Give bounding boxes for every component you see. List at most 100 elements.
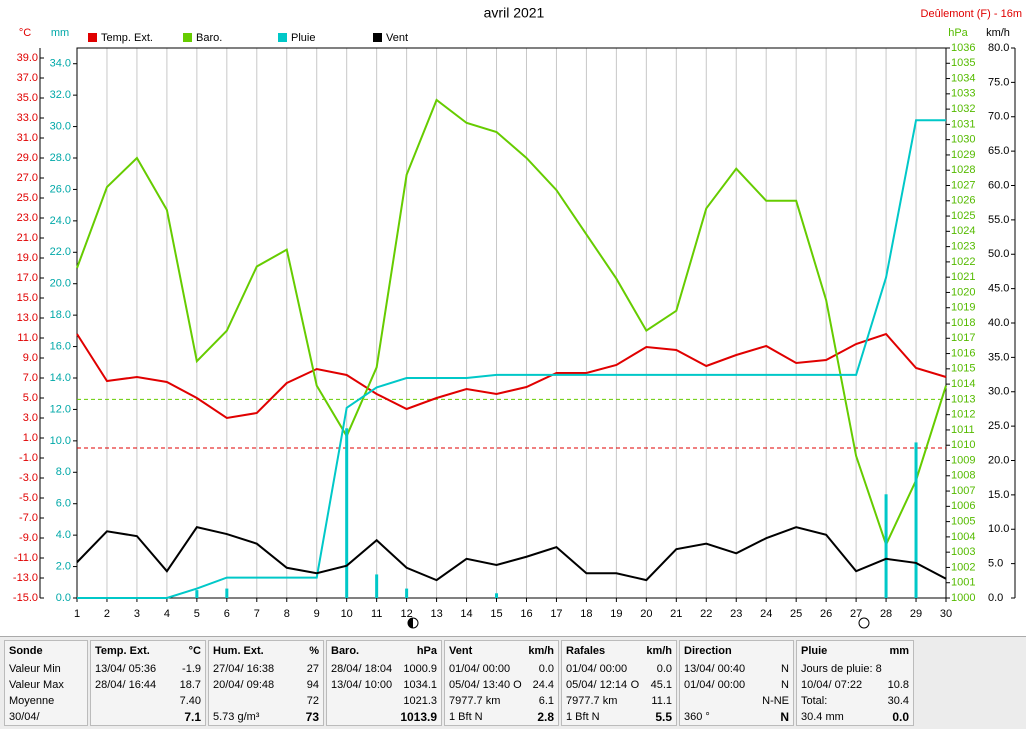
table-row: Jours de pluie: 8 [801, 661, 909, 677]
table-row: 10/04/ 07:22 10.8 [801, 677, 909, 693]
table-cell: 1034.1 [403, 679, 438, 691]
table-row: 28/04/ 18:04 1000.9 [331, 661, 437, 677]
x-tick-label: 15 [490, 608, 502, 620]
y-tick-label: 1004 [951, 531, 975, 543]
x-tick-label: 2 [104, 608, 110, 620]
table-row: 72 [213, 693, 319, 709]
y-tick-label: 1009 [951, 454, 975, 466]
table-column: Temp. Ext. °C 13/04/ 05:36 -1.9 28/04/ 16:44… [90, 640, 206, 726]
y-tick-label: 1019 [951, 302, 975, 314]
y-tick-label: 1026 [951, 195, 975, 207]
rain-bar [375, 574, 379, 598]
table-column: Direction 13/04/ 00:40 N 01/04/ 00:00 N N-NE 3… [679, 640, 794, 726]
table-row: 360 ° N [684, 709, 789, 725]
table-cell: O [630, 679, 640, 691]
table-cell: Jours de pluie: 8 [801, 663, 882, 675]
table-row: 1013.9 [331, 709, 437, 725]
table-row: 05/04/ 13:40 O 24.4 [449, 677, 554, 693]
y-tick-label: 20.0 [50, 278, 71, 290]
table-cell: mm [889, 645, 910, 657]
y-tick-label: 1011 [951, 424, 975, 436]
table-cell: 0.0 [538, 663, 554, 675]
table-row: Pluie mm [801, 641, 909, 661]
y-tick-label: 55.0 [988, 214, 1009, 226]
table-row: 7977.7 km 11.1 [566, 693, 672, 709]
y-tick-label: 60.0 [988, 179, 1009, 191]
y-tick-label: -11.0 [14, 552, 38, 564]
y-tick-label: 32.0 [50, 89, 71, 101]
y-tick-label: 1002 [951, 561, 975, 573]
legend-swatch [183, 33, 192, 42]
y-tick-label: 21.0 [17, 232, 38, 244]
y-tick-label: 1012 [951, 409, 975, 421]
y-tick-label: 1006 [951, 500, 975, 512]
x-tick-label: 4 [164, 608, 170, 620]
table-cell: Vent [449, 645, 473, 657]
y-tick-label: 31.0 [17, 132, 38, 144]
plot-frame [76, 47, 947, 599]
y-tick-label: 11.0 [17, 332, 38, 344]
table-row: 30.4 mm 0.0 [801, 709, 909, 725]
table-cell: km/h [528, 645, 555, 657]
y-tick-label: 17.0 [17, 272, 38, 284]
table-row: 7977.7 km 6.1 [449, 693, 554, 709]
rain-bar [225, 588, 229, 598]
rain-bar [495, 593, 499, 598]
table-cell: 13/04/ 05:36 [95, 663, 157, 675]
x-tick-label: 21 [670, 608, 682, 620]
y-tick-label: 1014 [951, 378, 975, 390]
y-tick-label: 0.0 [56, 592, 71, 604]
table-cell: Rafales [566, 645, 606, 657]
y-tick-label: 70.0 [988, 111, 1009, 123]
table-row: 20/04/ 09:48 94 [213, 677, 319, 693]
table-cell: km/h [646, 645, 673, 657]
table-row: Valeur Max [9, 677, 83, 693]
table-cell: 05/04/ 12:14 [566, 679, 628, 691]
y-tick-label: -5.0 [19, 492, 38, 504]
x-tick-label: 22 [700, 608, 712, 620]
table-cell: 72 [306, 695, 319, 707]
table-cell: 01/04/ 00:00 [566, 663, 628, 675]
summary-panel: Sonde Valeur Min Valeur Max Moyenne 30/04/Te… [0, 636, 1026, 729]
table-row: 7.40 [95, 693, 201, 709]
table-column: Sonde Valeur Min Valeur Max Moyenne 30/04/ [4, 640, 88, 726]
table-cell: Valeur Max [9, 679, 64, 691]
x-tick-label: 19 [610, 608, 622, 620]
y-tick-label: 1024 [951, 225, 975, 237]
table-row: Hum. Ext.% [213, 641, 319, 661]
y-tick-label: 5.0 [23, 392, 38, 404]
table-cell: 0.0 [656, 663, 672, 675]
x-tick-label: 26 [820, 608, 832, 620]
y-tick-label: 34.0 [50, 58, 71, 70]
x-tick-label: 27 [850, 608, 862, 620]
y-tick-label: -1.0 [19, 452, 38, 464]
table-cell: 94 [306, 679, 320, 691]
table-row: 27/04/ 16:38 27 [213, 661, 319, 677]
y-tick-label: 1005 [951, 516, 975, 528]
y-tick-label: 33.0 [17, 112, 38, 124]
y-tick-label: -13.0 [13, 572, 38, 584]
table-cell: 18.7 [179, 679, 201, 691]
table-row: 30/04/ [9, 709, 83, 725]
y-tick-label: 22.0 [50, 246, 71, 258]
station: Deûlemont (F) - 16m [921, 8, 1022, 20]
y-tick-label: 24.0 [50, 215, 71, 227]
series-line [76, 98, 947, 548]
y-tick-label: -15.0 [13, 592, 38, 604]
table-column: Vent km/h 01/04/ 00:00 0.0 05/04/ 13:40 O 24.4… [444, 640, 559, 726]
x-tick-label: 1 [74, 608, 80, 620]
table-row: Valeur Min [9, 661, 83, 677]
table-row: 1021.3 [331, 693, 437, 709]
y-tick-label: 29.0 [17, 152, 38, 164]
y-tick-label: 1033 [951, 88, 975, 100]
x-tick-label: 12 [400, 608, 412, 620]
x-tick-label: 5 [194, 608, 200, 620]
table-cell: 28/04/ 16:44 [95, 679, 157, 691]
table-cell: 28/04/ 18:04 [331, 663, 393, 675]
table-row: 05/04/ 12:14 O 45.1 [566, 677, 672, 693]
y-tick-label: 1015 [951, 363, 975, 375]
table-cell: 11.1 [651, 695, 672, 707]
y-tick-label: 1021 [951, 271, 975, 283]
y-tick-label: 35.0 [17, 92, 38, 104]
